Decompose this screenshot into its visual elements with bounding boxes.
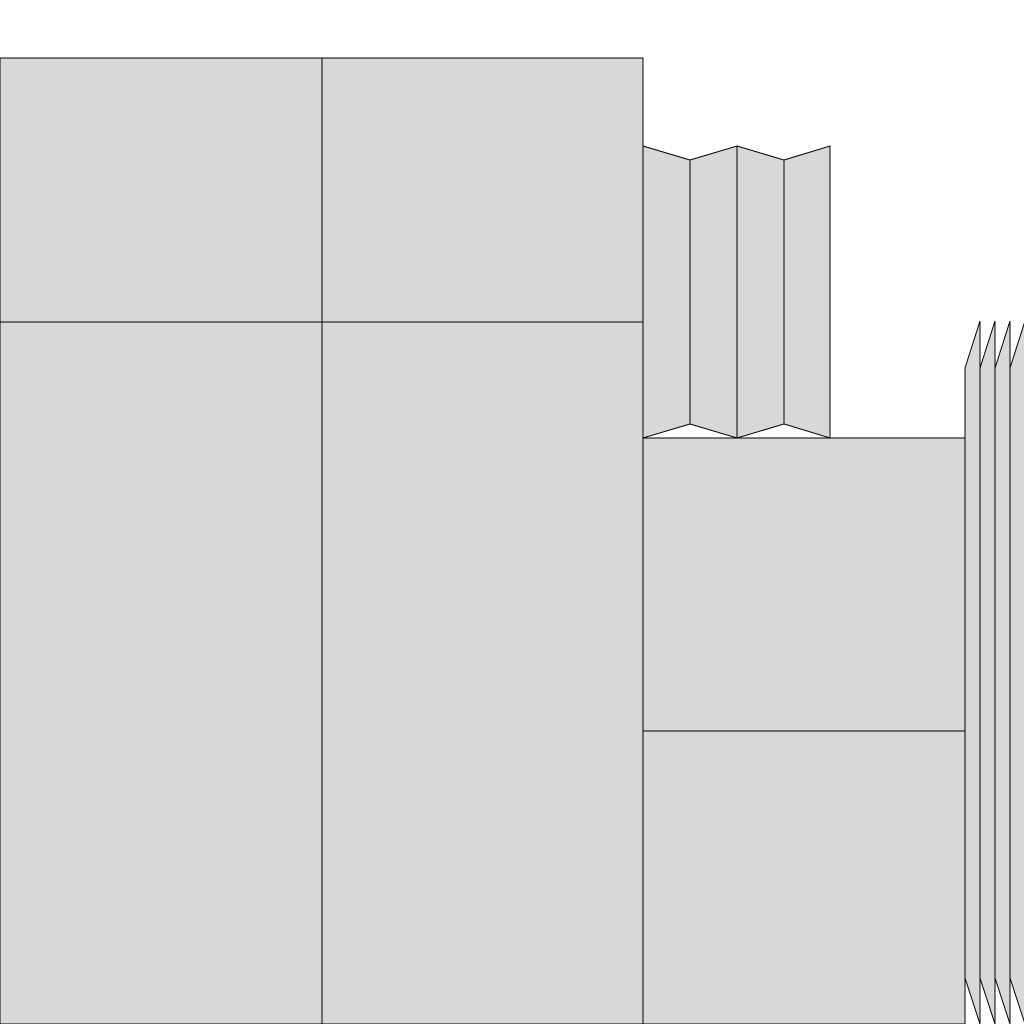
edge-strip-1 [964, 320, 981, 1024]
rect-panel-2 [321, 57, 644, 323]
rect-panel-3 [0, 321, 323, 1024]
rect-panel-5 [642, 437, 966, 732]
edge-strip-2 [979, 320, 996, 1024]
rect-panel-1 [0, 57, 323, 323]
edge-strip-4 [1009, 322, 1024, 1023]
edge-strip-3 [994, 320, 1011, 1024]
folded-panel-2 [689, 145, 738, 439]
folded-panel-4 [783, 145, 831, 439]
folded-panel-1 [642, 145, 691, 439]
rect-panel-4 [321, 321, 644, 1024]
panels [0, 57, 1024, 1024]
folded-panel-3 [736, 145, 785, 439]
rect-panel-6 [642, 730, 966, 1024]
